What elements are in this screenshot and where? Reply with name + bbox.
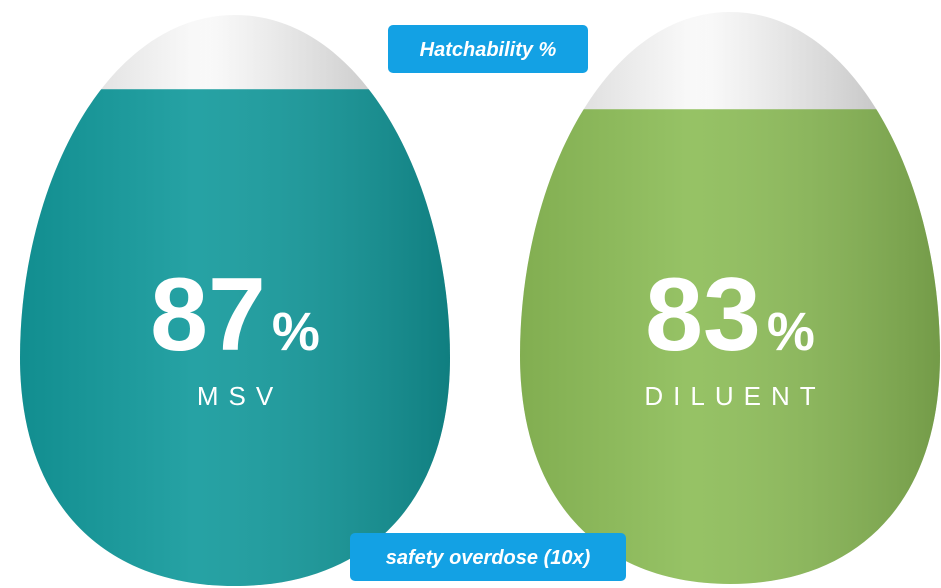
subtitle-badge: safety overdose (10x) [350, 533, 626, 581]
chart-subtitle: safety overdose (10x) [386, 547, 591, 569]
eggs: 87 % MSV 83 % DILUENT [20, 12, 940, 586]
title-badge: Hatchability % [388, 25, 588, 73]
subtitle-box [350, 533, 626, 581]
category-label: DILUENT [644, 381, 825, 411]
value-unit: % [272, 302, 320, 362]
value-label: 83% [645, 257, 815, 373]
egg-shade [520, 12, 940, 584]
value-number: 83 [645, 257, 761, 373]
category-label: MSV [197, 381, 283, 411]
egg-shade [20, 15, 450, 586]
value-number: 87 [150, 257, 266, 373]
chart-title: Hatchability % [420, 39, 557, 61]
value-unit: % [767, 302, 815, 362]
title-box [388, 25, 588, 73]
value-label: 87% [150, 257, 320, 373]
